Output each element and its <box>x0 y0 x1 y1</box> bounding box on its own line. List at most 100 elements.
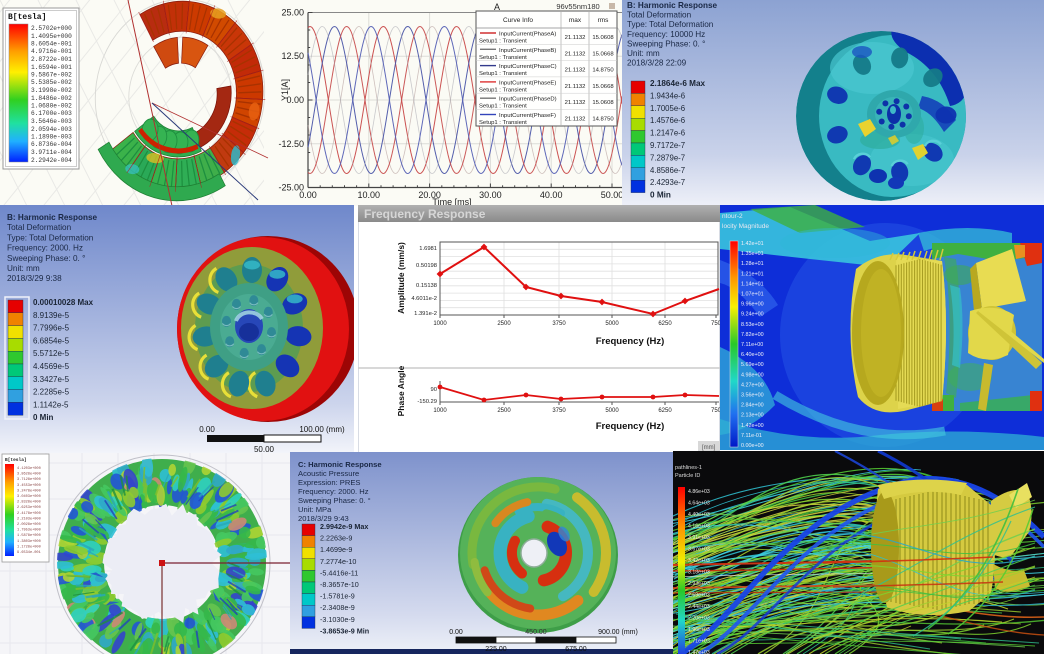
svg-text:Setup1 : Transient: Setup1 : Transient <box>479 55 527 61</box>
svg-text:1.71e+03: 1.71e+03 <box>688 639 710 645</box>
svg-text:2.0594e-003: 2.0594e-003 <box>31 126 72 133</box>
svg-text:3.42e+03: 3.42e+03 <box>688 558 710 564</box>
svg-text:Frequency (Hz): Frequency (Hz) <box>596 421 665 432</box>
svg-text:1.9434e-6: 1.9434e-6 <box>650 91 685 100</box>
svg-text:-3.8653e-9 Min: -3.8653e-9 Min <box>320 626 369 635</box>
svg-text:2.5702e+000: 2.5702e+000 <box>31 25 72 32</box>
svg-text:9.7172e-7: 9.7172e-7 <box>650 141 685 150</box>
svg-text:3.67e+03: 3.67e+03 <box>688 547 710 553</box>
svg-text:14.8750: 14.8750 <box>592 117 614 123</box>
svg-text:4.64e+03: 4.64e+03 <box>688 501 710 507</box>
svg-text:750: 750 <box>711 321 720 327</box>
svg-text:-5.4416e-11: -5.4416e-11 <box>320 568 358 577</box>
svg-text:-1.5781e-9: -1.5781e-9 <box>320 592 355 601</box>
svg-text:0.50198: 0.50198 <box>416 263 437 269</box>
svg-text:Total Deformation: Total Deformation <box>627 11 692 20</box>
svg-text:rms: rms <box>598 17 610 24</box>
svg-text:3.4553e+000: 3.4553e+000 <box>17 484 41 488</box>
svg-text:2500: 2500 <box>497 321 511 327</box>
svg-text:3.7128e+000: 3.7128e+000 <box>17 478 41 482</box>
svg-text:7.2774e-10: 7.2774e-10 <box>320 557 356 566</box>
svg-text:B: Harmonic Response: B: Harmonic Response <box>7 213 98 222</box>
svg-text:0.00010028 Max: 0.00010028 Max <box>33 298 94 307</box>
svg-text:2.2942e-004: 2.2942e-004 <box>31 157 72 164</box>
svg-text:4.27e+00: 4.27e+00 <box>741 382 764 388</box>
svg-text:Unit: mm: Unit: mm <box>627 49 660 58</box>
svg-text:2.44e+03: 2.44e+03 <box>688 604 710 610</box>
svg-text:2.2103e+000: 2.2103e+000 <box>17 517 41 521</box>
svg-text:4.40e+03: 4.40e+03 <box>688 512 710 518</box>
svg-text:1.3803e+000: 1.3803e+000 <box>17 540 41 544</box>
svg-text:1.4095e+000: 1.4095e+000 <box>31 33 72 40</box>
svg-text:2.8328e+000: 2.8328e+000 <box>17 501 41 505</box>
svg-text:2.93e+03: 2.93e+03 <box>688 581 710 587</box>
svg-text:1.42e+01: 1.42e+01 <box>741 241 764 247</box>
svg-text:3750: 3750 <box>552 321 566 327</box>
svg-text:InputCurrent(PhaseC): InputCurrent(PhaseC) <box>499 64 557 70</box>
svg-text:Sweeping Phase: 0. °: Sweeping Phase: 0. ° <box>627 39 705 48</box>
svg-text:[mm]: [mm] <box>702 445 716 451</box>
svg-text:Total Deformation: Total Deformation <box>7 223 72 232</box>
svg-text:7.7996e-5: 7.7996e-5 <box>33 324 70 333</box>
svg-text:0.00: 0.00 <box>286 95 304 105</box>
svg-text:1.5878e+000: 1.5878e+000 <box>17 534 41 538</box>
svg-text:4.16e+03: 4.16e+03 <box>688 524 710 530</box>
svg-text:1.6594e-001: 1.6594e-001 <box>31 64 72 71</box>
svg-text:B[tesla]: B[tesla] <box>5 457 27 463</box>
svg-text:2.1864e-6 Max: 2.1864e-6 Max <box>650 79 706 88</box>
svg-text:4.4569e-5: 4.4569e-5 <box>33 362 70 371</box>
svg-text:8.9139e-5: 8.9139e-5 <box>33 311 70 320</box>
svg-text:Y1[A]: Y1[A] <box>280 79 290 101</box>
svg-text:1.6981: 1.6981 <box>419 246 437 252</box>
svg-text:12.50: 12.50 <box>281 51 304 61</box>
svg-text:Setup1 : Transient: Setup1 : Transient <box>479 39 527 45</box>
svg-text:15.0608: 15.0608 <box>592 100 614 106</box>
svg-text:15.0608: 15.0608 <box>592 35 614 41</box>
svg-text:6.6854e-5: 6.6854e-5 <box>33 336 70 345</box>
svg-text:2.2263e-9: 2.2263e-9 <box>320 534 352 543</box>
svg-text:1.1898e-003: 1.1898e-003 <box>31 134 72 141</box>
svg-text:3.0403e+000: 3.0403e+000 <box>17 495 41 499</box>
svg-text:InputCurrent(PhaseF): InputCurrent(PhaseF) <box>499 113 556 119</box>
svg-text:8.53e+00: 8.53e+00 <box>741 322 764 328</box>
svg-text:0.00: 0.00 <box>199 425 215 434</box>
svg-text:B[tesla]: B[tesla] <box>8 13 46 22</box>
svg-text:Frequency Response: Frequency Response <box>364 207 486 221</box>
svg-text:InputCurrent(PhaseE): InputCurrent(PhaseE) <box>499 80 556 86</box>
svg-text:5.5385e-002: 5.5385e-002 <box>31 79 72 86</box>
svg-text:2.13e+00: 2.13e+00 <box>741 413 764 419</box>
svg-text:9.6534e-001: 9.6534e-001 <box>17 551 41 555</box>
svg-text:9.5867e-002: 9.5867e-002 <box>31 72 72 79</box>
svg-text:1.2147e-6: 1.2147e-6 <box>650 129 685 138</box>
svg-text:20.00: 20.00 <box>418 190 441 200</box>
svg-text:4.98e+00: 4.98e+00 <box>741 372 764 378</box>
svg-text:0.00: 0.00 <box>299 190 317 200</box>
svg-text:-150.29: -150.29 <box>417 399 437 405</box>
svg-text:4.86e+03: 4.86e+03 <box>688 489 710 495</box>
svg-text:25.00: 25.00 <box>281 8 304 18</box>
svg-text:-12.50: -12.50 <box>278 139 304 149</box>
svg-text:1.47e+03: 1.47e+03 <box>688 650 710 654</box>
svg-text:Frequency: 10000 Hz: Frequency: 10000 Hz <box>627 30 705 39</box>
svg-text:21.1132: 21.1132 <box>565 35 586 41</box>
svg-text:0.00e+00: 0.00e+00 <box>741 443 764 449</box>
svg-text:1000: 1000 <box>433 408 447 414</box>
svg-text:21.1132: 21.1132 <box>565 51 586 57</box>
svg-text:40.00: 40.00 <box>540 190 563 200</box>
svg-text:Type: Total Deformation: Type: Total Deformation <box>627 20 714 29</box>
svg-text:Setup1 : Transient: Setup1 : Transient <box>479 87 527 93</box>
svg-text:450.00: 450.00 <box>525 629 547 636</box>
svg-text:5000: 5000 <box>605 321 619 327</box>
svg-text:10.00: 10.00 <box>358 190 381 200</box>
svg-text:750: 750 <box>711 408 720 414</box>
svg-text:8.6054e-001: 8.6054e-001 <box>31 41 72 48</box>
svg-text:locity Magnitude: locity Magnitude <box>722 223 769 230</box>
svg-text:2018/3/29 9:38: 2018/3/29 9:38 <box>7 274 62 283</box>
svg-text:pathlines-1: pathlines-1 <box>675 465 702 471</box>
svg-text:5000: 5000 <box>605 408 619 414</box>
svg-text:B: Harmonic Response: B: Harmonic Response <box>627 1 718 10</box>
svg-text:ntour-2: ntour-2 <box>722 213 743 220</box>
svg-text:2.20e+03: 2.20e+03 <box>688 616 710 622</box>
svg-text:0.00: 0.00 <box>449 629 463 636</box>
svg-text:4.9716e-001: 4.9716e-001 <box>31 48 72 55</box>
